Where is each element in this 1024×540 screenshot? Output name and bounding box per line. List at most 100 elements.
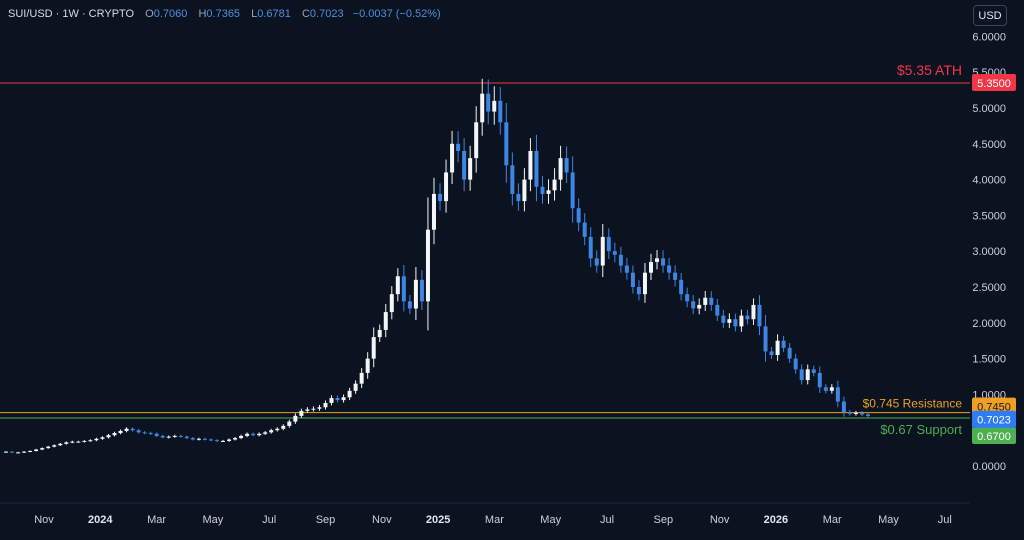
candle-body: [34, 449, 39, 451]
candle-body: [112, 433, 117, 436]
y-tick-label: 3.5000: [972, 210, 1006, 222]
candle-body: [317, 407, 322, 409]
candle-body: [540, 186, 545, 194]
candle-body: [160, 435, 165, 438]
open-value: 0.7060: [153, 8, 188, 20]
candle-body: [401, 276, 406, 302]
candle-body: [727, 319, 732, 323]
candle-body: [546, 190, 551, 194]
symbol-label: SUI/USD · 1W · CRYPTO: [8, 8, 135, 20]
candle-body: [648, 261, 653, 273]
candle-body: [763, 326, 768, 352]
candle-body: [100, 437, 105, 439]
candle-body: [251, 433, 256, 436]
candle-body: [148, 433, 153, 435]
candle-body: [673, 272, 678, 280]
candle-body: [630, 272, 635, 287]
candle-body: [425, 229, 430, 302]
candle-body: [703, 297, 708, 305]
candle-body: [588, 236, 593, 259]
price-badges: 5.3500 0.7450 0.6700 0.7023: [972, 73, 1016, 445]
y-tick-label: 2.0000: [972, 318, 1006, 330]
candle-body: [618, 254, 623, 266]
x-tick-label: Sep: [654, 514, 674, 526]
candle-body: [600, 236, 605, 266]
price-badge-label: 0.6700: [977, 431, 1011, 443]
candle-body: [823, 387, 828, 391]
candle-body: [166, 436, 171, 438]
candle-body: [522, 179, 527, 202]
candle-body: [709, 297, 714, 305]
candle-body: [498, 100, 503, 123]
candle-body: [715, 304, 720, 316]
candle-body: [462, 150, 467, 180]
candle-body: [480, 93, 485, 123]
candle-body: [739, 315, 744, 327]
candle-body: [359, 372, 364, 384]
candle-body: [745, 315, 750, 320]
candle-body: [389, 294, 394, 313]
last-price-label: 0.7023: [977, 415, 1011, 427]
candle-body: [172, 435, 177, 437]
candle-body: [486, 93, 491, 112]
candle-body: [287, 421, 292, 426]
candle-body: [311, 408, 316, 410]
candle-body: [395, 276, 400, 295]
candle-body: [691, 301, 696, 309]
x-tick-label: May: [203, 514, 224, 526]
close-key: C: [301, 8, 310, 20]
x-tick-label: Nov: [34, 514, 54, 526]
candle-body: [853, 413, 858, 415]
price-line-label: $0.745 Resistance: [863, 397, 963, 411]
low-value: 0.6781: [257, 8, 291, 20]
y-tick-label: 3.0000: [972, 246, 1006, 258]
candle-body: [58, 443, 63, 446]
candle-body: [70, 441, 75, 443]
candle-body: [775, 340, 780, 356]
x-tick-label: Nov: [372, 514, 392, 526]
x-tick-label: May: [540, 514, 561, 526]
candle-body: [781, 340, 786, 348]
x-tick-label: Jul: [938, 514, 952, 526]
candle-body: [281, 425, 286, 429]
price-line-label: $5.35 ATH: [897, 62, 962, 78]
y-tick-label: 1.5000: [972, 354, 1006, 366]
candle-body: [94, 438, 99, 441]
candle-body: [847, 412, 852, 414]
candle-body: [787, 347, 792, 359]
candle-body: [516, 193, 521, 202]
price-line-label: $0.67 Support: [880, 422, 962, 437]
candle-body: [257, 433, 262, 436]
x-tick-label: Mar: [147, 514, 166, 526]
candle-body: [510, 165, 515, 194]
price-badge-label: 0.7450: [977, 402, 1011, 414]
candle-body: [347, 390, 352, 398]
candle-body: [685, 294, 690, 302]
candle-body: [130, 428, 135, 431]
candle-body: [208, 439, 213, 441]
candle-body: [16, 452, 21, 454]
x-tick-label: May: [878, 514, 899, 526]
candle-body: [799, 369, 804, 381]
x-tick-label: Jul: [262, 514, 276, 526]
price-lines: $5.35 ATH $0.745 Resistance $0.67 Support: [0, 62, 970, 437]
candle-body: [438, 193, 443, 202]
candle-body: [564, 158, 569, 173]
y-tick-label: 4.0000: [972, 175, 1006, 187]
candle-body: [154, 433, 159, 436]
candle-body: [661, 258, 666, 266]
candle-body: [570, 172, 575, 209]
x-tick-label: 2025: [426, 514, 450, 526]
x-axis: Nov 2024 Mar May Jul Sep Nov 2025 Mar May Jul Sep No…: [34, 514, 952, 526]
y-tick-label: 0.0000: [972, 461, 1006, 473]
candle-body: [642, 272, 647, 295]
candle-body: [456, 143, 461, 151]
y-tick-label: 4.5000: [972, 139, 1006, 151]
currency-button[interactable]: USD: [973, 5, 1007, 26]
candle-body: [757, 304, 762, 327]
candle-body: [4, 451, 8, 453]
candle-body: [594, 258, 599, 266]
candle-body: [835, 387, 840, 402]
candle-body: [365, 358, 370, 373]
